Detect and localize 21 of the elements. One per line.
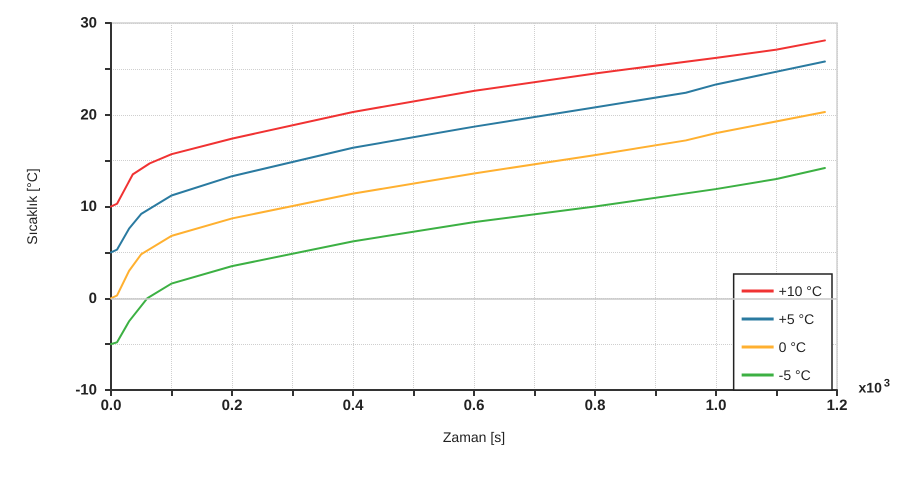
x-tick-label: 0.4 [342,397,364,414]
y-tick-label: 10 [80,198,97,215]
y-tick-label: 0 [88,290,97,307]
y-tick-label: 30 [80,14,97,32]
x-tick-label: 0.8 [584,397,606,414]
line-series [110,39,826,208]
x-tick-label: 0.0 [100,397,122,414]
y-axis-title: Sıcaklık [°C] [24,168,40,245]
legend-label: 0 °C [778,339,806,355]
x-axis-title: Zaman [s] [442,429,506,445]
y-tick-label: 20 [80,106,97,124]
line-series [110,60,826,254]
y-tick-label: -10 [75,382,97,398]
line-series [110,111,826,300]
x-tick-label: 0.6 [464,397,484,414]
legend-label: -5 °C [778,367,811,383]
x-tick-label: 1.0 [706,397,726,414]
x-tick-label: 1.2 [826,397,848,414]
legend-label: +10 °C [778,283,822,299]
x-tick-label: 0.2 [222,397,242,414]
legend-label: +5 °C [778,311,814,327]
